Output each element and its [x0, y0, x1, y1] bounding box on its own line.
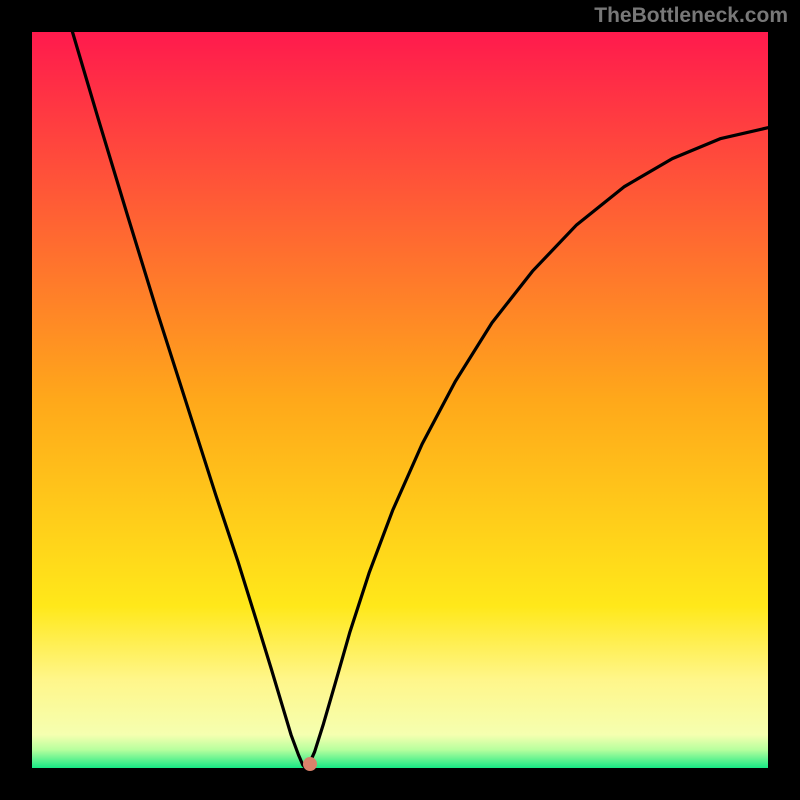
- chart-container: TheBottleneck.com: [0, 0, 800, 800]
- optimum-marker: [303, 757, 317, 771]
- watermark-text: TheBottleneck.com: [594, 4, 788, 28]
- curve-svg: [32, 32, 768, 768]
- bottleneck-curve: [72, 32, 768, 768]
- plot-area: [32, 32, 768, 768]
